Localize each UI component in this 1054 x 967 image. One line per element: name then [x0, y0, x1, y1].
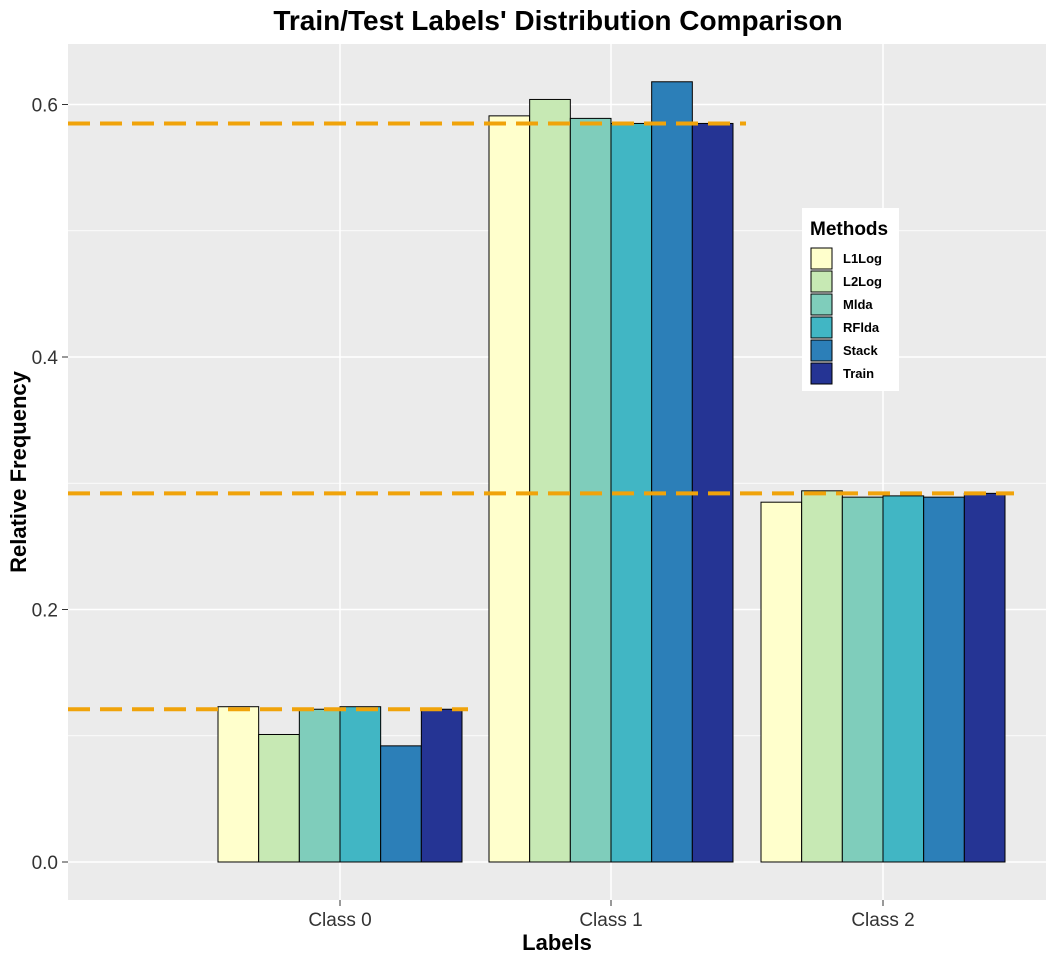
bars	[217, 81, 1006, 863]
y-tick-label: 0.4	[32, 348, 59, 369]
bar-train	[963, 492, 1006, 863]
bar-train	[420, 708, 463, 863]
bar-l1log	[760, 501, 803, 863]
bar-mlda	[298, 708, 341, 863]
legend-label-stack: Stack	[843, 343, 878, 358]
chart-title: Train/Test Labels' Distribution Comparis…	[273, 5, 842, 36]
legend-label-l2log: L2Log	[843, 274, 882, 289]
legend-swatch-l2log	[810, 270, 833, 293]
y-tick-label: 0.6	[32, 96, 58, 117]
reference-lines	[68, 121, 1014, 712]
bar-stack	[923, 496, 965, 863]
x-axis-title: Labels	[522, 930, 592, 955]
x-axis-ticks: Class 0 Class 1 Class 2	[308, 900, 915, 931]
y-tick-label: 0.0	[32, 853, 58, 874]
bar-stack	[380, 745, 422, 863]
y-axis-ticks: 0.0 0.2 0.4 0.6	[32, 96, 68, 874]
x-tick-label: Class 1	[579, 910, 642, 931]
legend-label-rflda: RFlda	[843, 320, 880, 335]
bar-rflda	[339, 706, 382, 863]
bar-l2log	[801, 490, 843, 863]
legend-label-l1log: L1Log	[843, 251, 882, 266]
bar-l2log	[258, 733, 300, 863]
legend-swatch-mlda	[810, 293, 833, 316]
bar-rflda	[882, 495, 925, 863]
x-tick-label: Class 0	[308, 910, 371, 931]
legend-label-train: Train	[843, 366, 874, 381]
legend-swatch-train	[810, 362, 833, 385]
bar-l1log	[488, 115, 531, 863]
bar-mlda	[841, 496, 884, 863]
bar-l2log	[529, 98, 571, 863]
legend-items: L1Log L2Log Mlda RFlda Stack Train	[810, 247, 882, 385]
legend: Methods L1Log L2Log Mlda RFlda Stack Train	[802, 208, 899, 391]
legend-swatch-rflda	[810, 316, 833, 339]
legend-swatch-stack	[810, 339, 833, 362]
y-axis-title: Relative Frequency	[6, 370, 31, 573]
y-tick-label: 0.2	[32, 601, 58, 622]
x-tick-label: Class 2	[851, 910, 914, 931]
legend-swatch-l1log	[810, 247, 833, 270]
bar-l1log	[217, 706, 260, 863]
legend-title: Methods	[810, 219, 888, 240]
bar-mlda	[569, 117, 612, 863]
legend-label-mlda: Mlda	[843, 297, 873, 312]
bar-stack	[651, 81, 693, 863]
